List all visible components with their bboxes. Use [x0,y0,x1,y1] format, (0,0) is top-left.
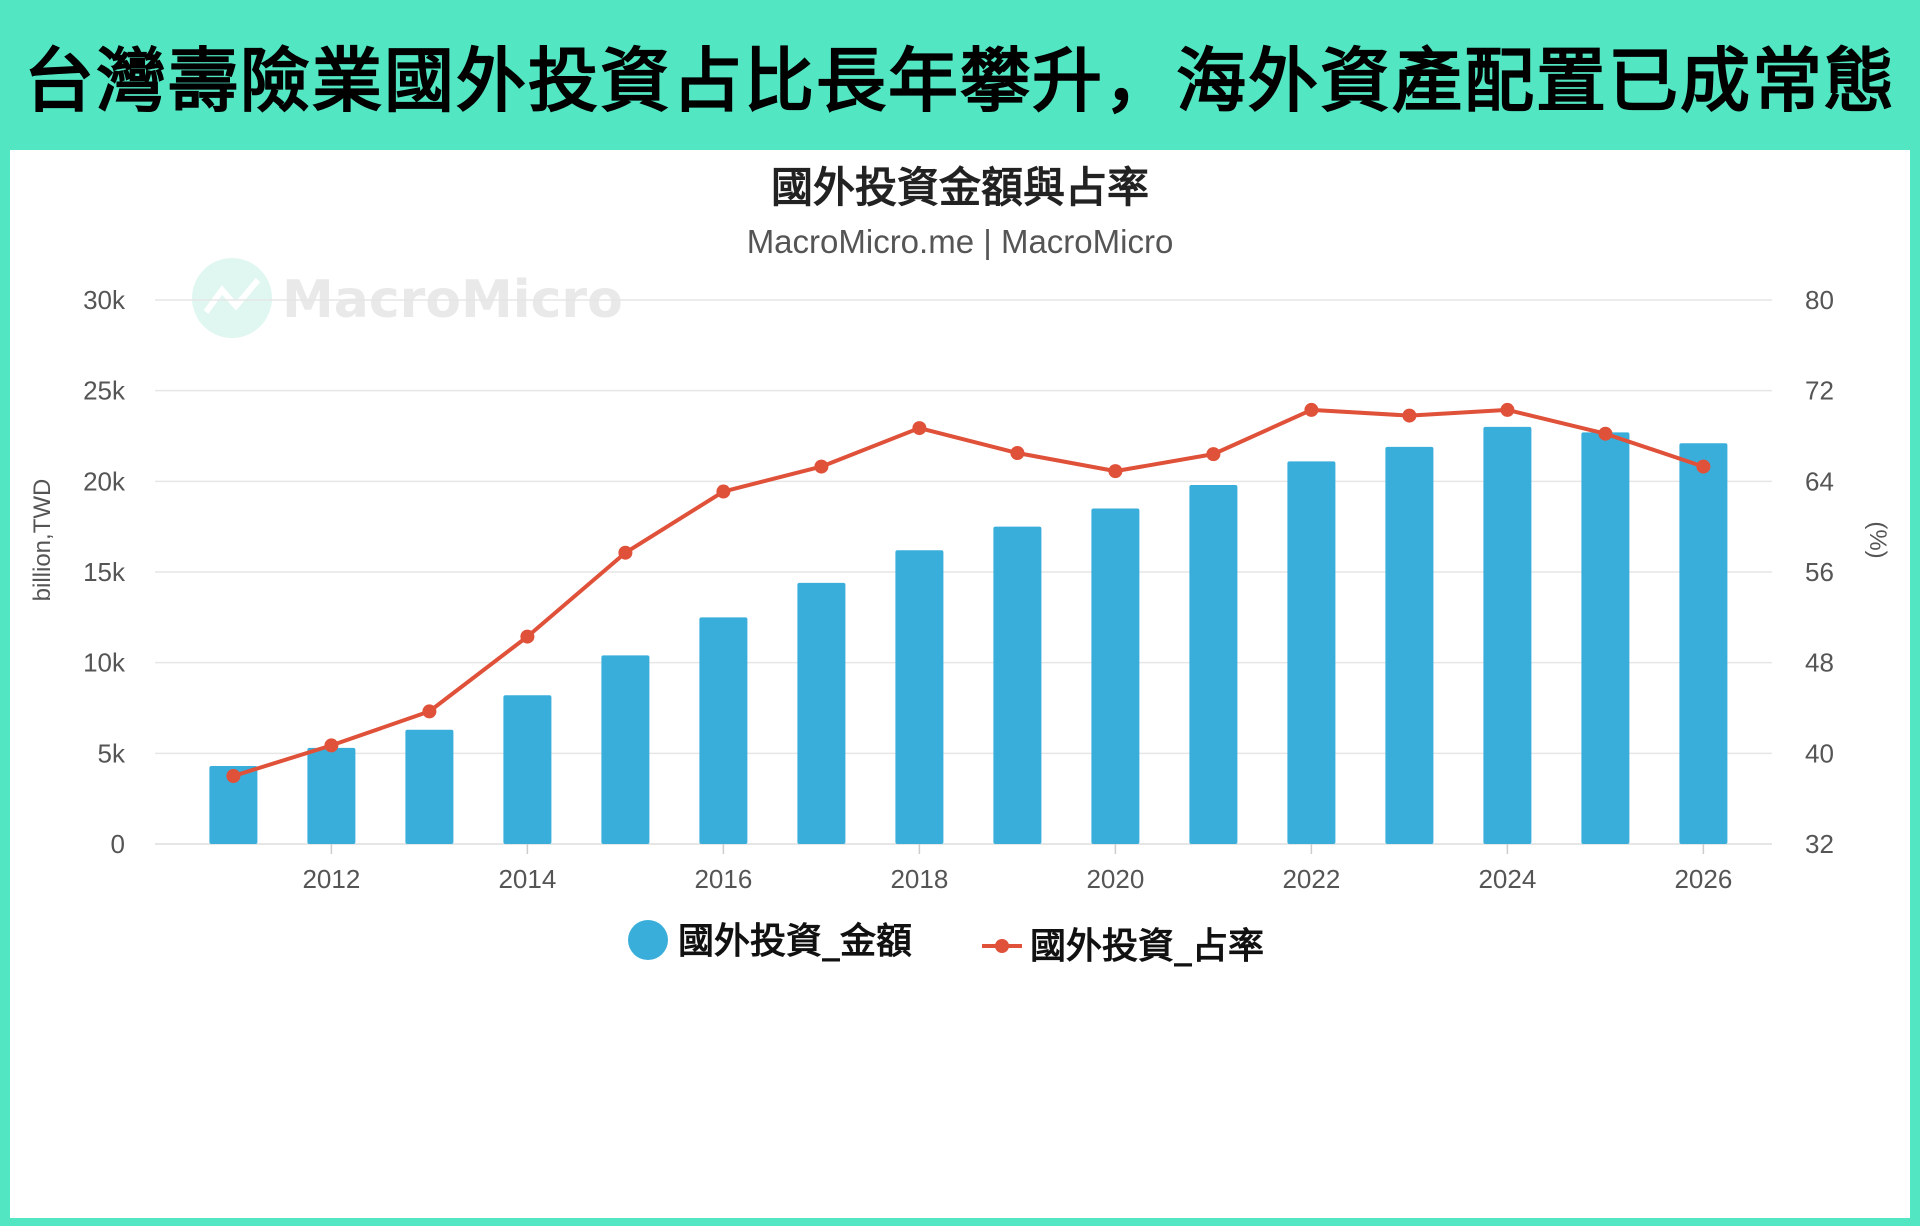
bar[interactable] [699,617,748,844]
y-right-tick-label: 32 [1805,829,1834,859]
line-point[interactable] [1206,447,1221,462]
bar[interactable] [209,766,258,844]
bar[interactable] [1581,432,1630,844]
chart-title: 國外投資金額與占率 [771,163,1149,212]
y-left-tick-label: 0 [111,829,125,859]
y-left-tick-label: 5k [98,738,126,768]
chart-panel: MacroMicro 國外投資金額與占率 MacroMicro.me | Mac… [10,150,1910,1218]
x-tick-label: 2012 [302,864,360,894]
bar[interactable] [797,582,846,844]
x-tick-label: 2014 [498,864,556,894]
bar[interactable] [993,526,1042,844]
bar[interactable] [1189,484,1238,844]
x-tick-label: 2018 [890,864,948,894]
line-point[interactable] [1010,446,1025,460]
y-right-tick-label: 48 [1805,648,1834,678]
bar[interactable] [307,747,356,844]
legend-line-marker-icon [995,939,1009,953]
y-left-tick-label: 25k [83,376,126,406]
chart-subtitle: MacroMicro.me | MacroMicro [747,223,1174,260]
bar[interactable] [1483,426,1532,844]
line-point[interactable] [912,421,927,436]
bar[interactable] [405,729,454,844]
y-left-tick-label: 10k [83,648,126,678]
y-left-tick-label: 30k [83,285,126,315]
line-point[interactable] [1108,464,1123,479]
x-tick-label: 2024 [1478,864,1536,894]
bar[interactable] [895,550,944,844]
y-right-axis-title: (%) [1864,521,1891,558]
line-point[interactable] [716,484,731,499]
line-point[interactable] [1696,459,1711,474]
x-tick-label: 2022 [1282,864,1340,894]
x-tick-label: 2016 [694,864,752,894]
legend: 國外投資_金額 國外投資_占率 [628,920,1264,967]
bar[interactable] [601,655,650,844]
y-left-axis-title: billion,TWD [29,479,56,602]
legend-bar-swatch-icon[interactable] [628,920,668,960]
x-tick-label: 2020 [1086,864,1144,894]
line-point[interactable] [1500,402,1515,417]
line-point[interactable] [324,738,339,753]
line-point[interactable] [814,459,829,474]
bar[interactable] [1287,461,1336,844]
line-point[interactable] [520,629,535,644]
bar[interactable] [1679,443,1728,844]
line-point[interactable] [422,704,437,719]
chart: MacroMicro 國外投資金額與占率 MacroMicro.me | Mac… [29,163,1891,967]
bar[interactable] [503,695,552,844]
y-left-tick-label: 15k [83,557,126,587]
line-point[interactable] [1304,402,1319,417]
legend-bar-label[interactable]: 國外投資_金額 [678,920,912,962]
bar[interactable] [1385,446,1434,844]
line-point[interactable] [226,769,241,783]
line-point[interactable] [618,545,633,560]
line-point[interactable] [1598,426,1613,441]
line-point[interactable] [1402,408,1417,423]
watermark: MacroMicro [192,258,623,338]
watermark-logo-line-icon [203,278,261,314]
x-tick-label: 2026 [1674,864,1732,894]
bar[interactable] [1091,508,1140,844]
y-right-tick-label: 64 [1805,466,1834,496]
legend-line-label[interactable]: 國外投資_占率 [1030,926,1264,967]
share-line [232,407,1705,778]
y-right-tick-label: 80 [1805,285,1834,315]
y-right-tick-label: 56 [1805,557,1834,587]
y-right-tick-label: 40 [1805,738,1834,768]
y-right-tick-label: 72 [1805,376,1834,406]
headline: 台灣壽險業國外投資占比長年攀升，海外資產配置已成常態 [24,39,1896,122]
y-left-tick-label: 20k [83,466,126,496]
